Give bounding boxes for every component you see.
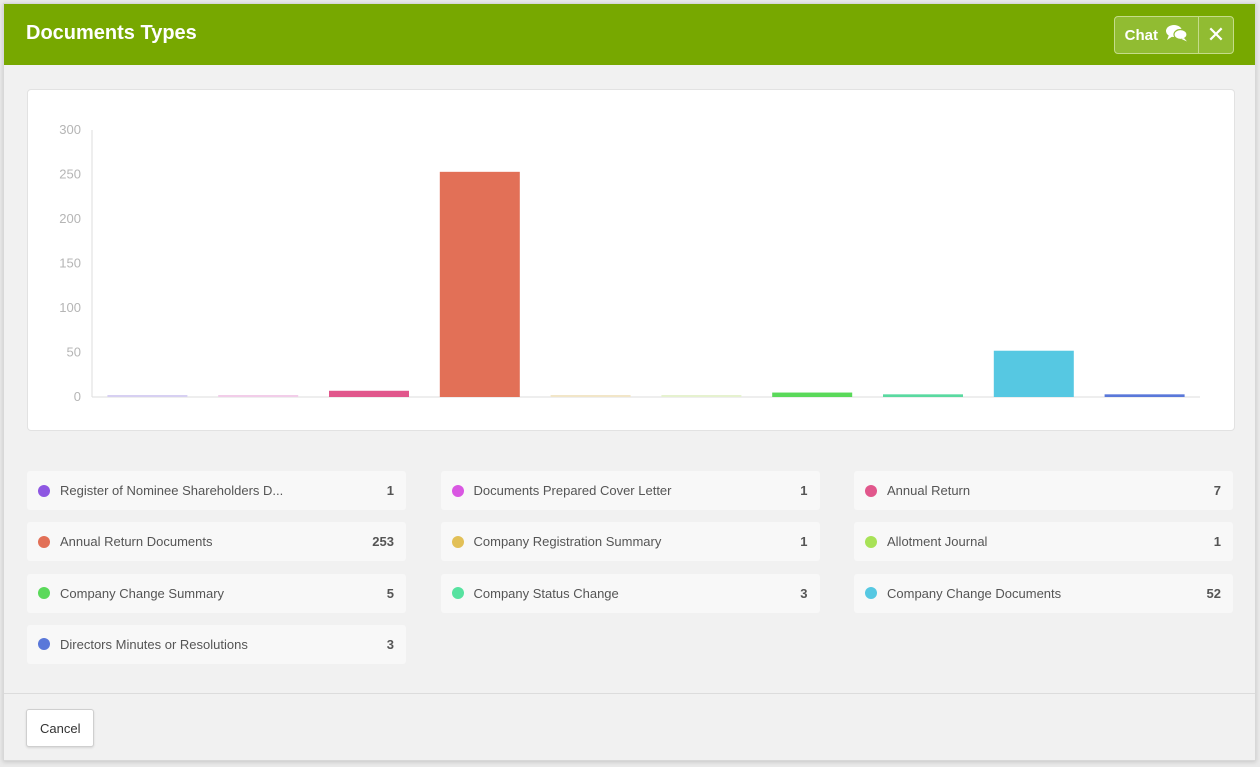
legend-count: 52 xyxy=(1206,585,1221,601)
documents-types-modal: Documents Types Chat ✕ 0 50 100 150 200 2 xyxy=(3,3,1256,761)
legend-label: Company Change Summary xyxy=(60,585,225,601)
modal-footer: Cancel xyxy=(4,693,1255,760)
legend-label: Documents Prepared Cover Letter xyxy=(473,483,672,498)
legend-count: 1 xyxy=(800,483,808,498)
chart-bar[interactable] xyxy=(661,395,742,397)
legend-label: Company Status Change xyxy=(473,585,619,601)
y-tick-label: 100 xyxy=(59,300,81,315)
legend-count: 3 xyxy=(800,585,808,601)
chart-bar[interactable] xyxy=(550,395,631,397)
chart-bar[interactable] xyxy=(439,171,520,397)
legend-item: Annual Return Documents 253 xyxy=(27,522,406,562)
legend-label: Allotment Journal xyxy=(887,534,988,550)
legend-label: Directors Minutes or Resolutions xyxy=(60,636,248,652)
legend-color-dot xyxy=(451,535,464,548)
close-button[interactable]: ✕ xyxy=(1199,17,1233,53)
legend-count: 1 xyxy=(386,483,394,498)
chart-bar[interactable] xyxy=(772,392,853,397)
y-tick-label: 200 xyxy=(59,211,81,226)
legend-label: Register of Nominee Shareholders D... xyxy=(60,483,284,498)
close-icon: ✕ xyxy=(1206,22,1226,47)
legend-item: Annual Return 7 xyxy=(854,471,1233,510)
y-tick-label: 300 xyxy=(59,122,81,137)
legend: Register of Nominee Shareholders D... 1 Do… xyxy=(27,471,1233,671)
legend-item: Company Change Summary 5 xyxy=(27,573,406,613)
legend-label: Annual Return xyxy=(887,483,971,498)
chart-bar[interactable] xyxy=(1104,394,1185,397)
chart-bar[interactable] xyxy=(107,395,188,397)
y-tick-label: 0 xyxy=(74,389,81,404)
y-tick-label: 50 xyxy=(67,345,81,360)
legend-label: Company Registration Summary xyxy=(473,534,662,550)
legend-count: 253 xyxy=(372,534,394,550)
legend-color-dot xyxy=(451,484,464,497)
legend-color-dot xyxy=(38,535,50,548)
header-actions: Chat ✕ xyxy=(1113,16,1234,54)
legend-item: Allotment Journal 1 xyxy=(854,522,1233,562)
bar-chart: 0 50 100 150 200 250 300 xyxy=(59,122,1200,404)
legend-item: Company Status Change 3 xyxy=(440,573,820,613)
legend-count: 3 xyxy=(386,636,394,652)
legend-color-dot xyxy=(38,484,50,497)
chat-bubbles-icon xyxy=(1166,24,1188,46)
chart-bar[interactable] xyxy=(329,390,409,397)
legend-count: 1 xyxy=(1213,534,1221,550)
legend-color-dot xyxy=(38,587,50,600)
legend-count: 7 xyxy=(1213,483,1221,498)
legend-count: 5 xyxy=(386,585,394,601)
legend-count: 1 xyxy=(800,534,808,550)
chart-bar[interactable] xyxy=(883,394,963,397)
chat-button[interactable]: Chat xyxy=(1115,17,1199,53)
legend-label: Company Change Documents xyxy=(887,585,1062,601)
legend-color-dot xyxy=(38,638,50,651)
legend-color-dot xyxy=(865,535,877,548)
cancel-button[interactable]: Cancel xyxy=(26,709,95,747)
legend-color-dot xyxy=(865,587,877,600)
chart-bar[interactable] xyxy=(993,350,1074,397)
bars xyxy=(107,171,1185,397)
legend-color-dot xyxy=(451,587,464,600)
legend-label: Annual Return Documents xyxy=(60,534,213,550)
modal-title: Documents Types xyxy=(26,22,197,44)
y-tick-label: 150 xyxy=(59,256,81,271)
y-tick-label: 250 xyxy=(59,167,81,182)
legend-item: Documents Prepared Cover Letter 1 xyxy=(440,471,820,510)
y-axis: 0 50 100 150 200 250 300 xyxy=(59,122,81,404)
chart-card: 0 50 100 150 200 250 300 xyxy=(27,89,1235,431)
legend-item: Company Registration Summary 1 xyxy=(440,522,820,562)
legend-color-dot xyxy=(865,484,877,497)
legend-item: Register of Nominee Shareholders D... 1 xyxy=(27,471,406,510)
legend-item: Company Change Documents 52 xyxy=(854,573,1233,613)
modal-header: Documents Types Chat ✕ xyxy=(4,4,1255,65)
chart-bar[interactable] xyxy=(218,395,299,397)
legend-item: Directors Minutes or Resolutions 3 xyxy=(27,624,406,664)
chat-label: Chat xyxy=(1124,26,1158,44)
